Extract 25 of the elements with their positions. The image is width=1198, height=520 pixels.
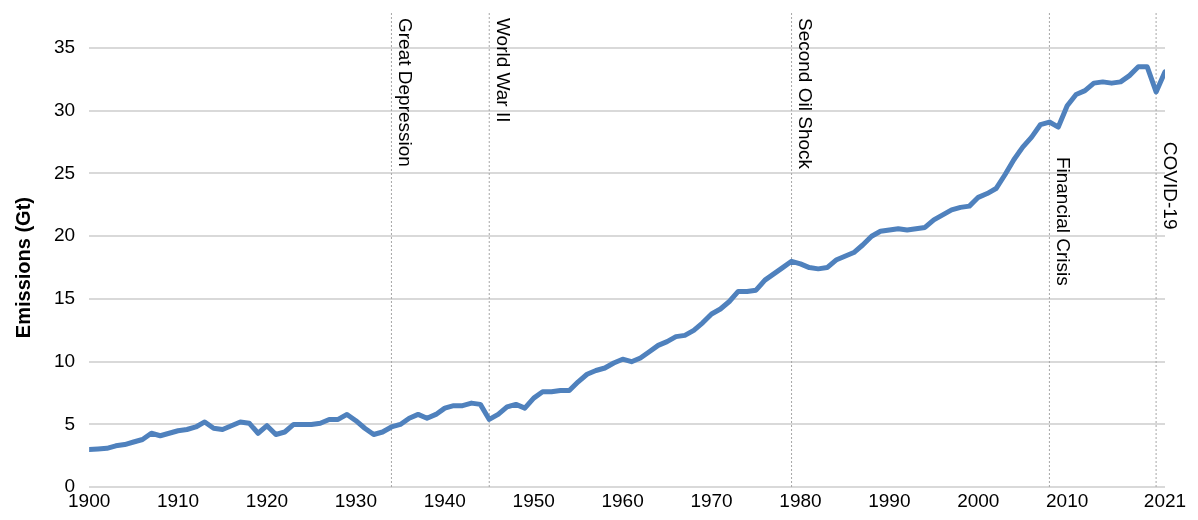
y-axis-title: Emissions (Gt) <box>11 197 34 339</box>
x-tick-label: 2000 <box>957 489 1000 511</box>
x-tick-label: 1920 <box>245 489 289 511</box>
x-tick-label: 1960 <box>601 489 644 511</box>
y-tick-label: 30 <box>53 98 76 120</box>
x-tick-label: 1940 <box>423 489 466 511</box>
ref-line-label: Second Oil Shock <box>795 18 817 170</box>
x-tick-label: 1910 <box>156 489 200 511</box>
y-tick-label: 25 <box>53 161 76 183</box>
ref-line-label: World War II <box>493 18 515 123</box>
ref-line-label: Financial Crisis <box>1053 156 1075 286</box>
y-tick-label: 35 <box>53 36 76 58</box>
y-tick-label: 5 <box>64 412 76 434</box>
y-tick-label: 20 <box>53 224 76 246</box>
x-tick-label: 1990 <box>868 489 911 511</box>
x-tick-label: 1930 <box>334 489 378 511</box>
ref-line-label: Great Depression <box>395 18 417 167</box>
x-tick-label: 1950 <box>512 489 555 511</box>
y-tick-label: 15 <box>53 287 76 309</box>
ref-line-label: COVID-19 <box>1159 141 1181 230</box>
x-tick-label: 1970 <box>690 489 733 511</box>
x-tick-label: 2010 <box>1046 489 1089 511</box>
y-tick-label: 10 <box>53 349 76 371</box>
x-tick-label: 2021 <box>1143 489 1187 511</box>
x-tick-label: 1980 <box>779 489 822 511</box>
